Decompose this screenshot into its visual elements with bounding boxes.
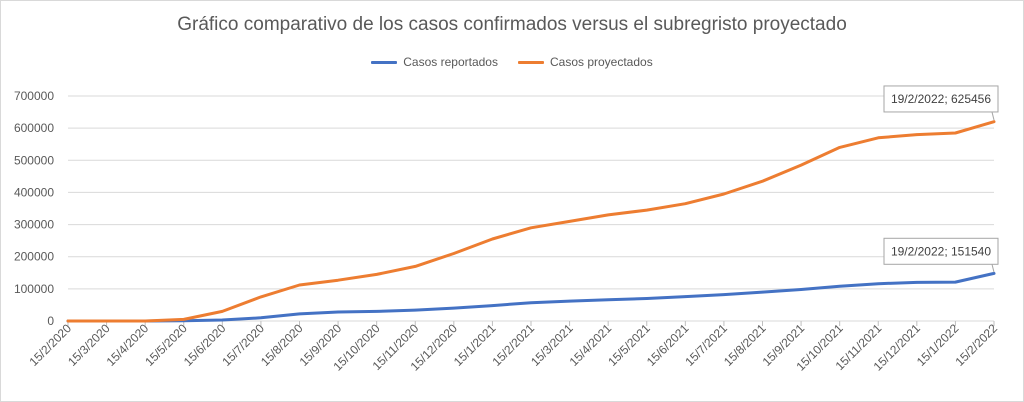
- data-point: [606, 213, 610, 217]
- data-point: [182, 318, 185, 321]
- legend-item-proyectados: Casos proyectados: [517, 55, 653, 69]
- data-point: [452, 252, 456, 255]
- data-point: [915, 133, 919, 136]
- data-point: [799, 163, 803, 167]
- data-point: [414, 265, 417, 268]
- callout-box: [883, 237, 999, 265]
- chart-title: Gráfico comparativo de los casos confirm…: [177, 14, 847, 35]
- data-point: [606, 298, 610, 301]
- y-tick-label: 700000: [14, 89, 54, 103]
- data-point: [375, 310, 378, 313]
- data-point: [915, 281, 919, 284]
- legend-label-reportados: Casos reportados: [403, 55, 498, 69]
- data-point: [259, 316, 263, 319]
- data-point: [221, 318, 224, 322]
- data-point: [414, 308, 417, 312]
- y-tick-label: 0: [47, 314, 54, 328]
- data-point: [568, 299, 571, 303]
- data-point: [799, 288, 803, 291]
- data-point: [877, 136, 880, 139]
- data-point: [684, 202, 687, 205]
- data-point: [298, 283, 301, 287]
- data-point: [645, 297, 648, 300]
- y-tick-label: 400000: [14, 185, 54, 199]
- data-point: [992, 272, 996, 275]
- data-point: [568, 220, 571, 223]
- data-point: [336, 310, 340, 314]
- data-point: [336, 278, 340, 282]
- data-point: [722, 192, 726, 196]
- callout-leader: [991, 264, 995, 273]
- x-tick-label: 15/2/2022: [952, 321, 1000, 369]
- data-point: [838, 146, 841, 149]
- y-tick-label: 500000: [14, 153, 54, 167]
- data-point: [529, 226, 533, 229]
- y-tick-label: 200000: [14, 250, 54, 264]
- chart-legend: Casos reportados Casos proyectados: [0, 55, 1024, 69]
- data-point: [491, 237, 494, 241]
- data-point: [529, 301, 533, 304]
- data-point: [452, 306, 456, 310]
- legend-label-proyectados: Casos proyectados: [549, 55, 653, 69]
- data-point: [954, 131, 957, 135]
- callout-label: 19/2/2022; 151540: [891, 244, 991, 258]
- data-point: [877, 282, 880, 285]
- y-tick-label: 100000: [14, 282, 54, 296]
- data-point: [143, 319, 147, 323]
- data-point: [491, 304, 494, 307]
- data-point: [992, 120, 996, 123]
- callout-label: 19/2/2022; 625456: [891, 92, 991, 106]
- data-point: [645, 208, 648, 212]
- data-point: [954, 280, 957, 284]
- data-point: [298, 312, 301, 316]
- data-point: [105, 319, 108, 323]
- y-tick-label: 300000: [14, 218, 54, 232]
- data-point: [221, 310, 224, 313]
- data-point: [761, 290, 764, 294]
- y-tick-label: 600000: [14, 121, 54, 135]
- data-point: [375, 273, 378, 276]
- data-point: [722, 293, 726, 296]
- data-point: [838, 285, 841, 288]
- data-point: [684, 295, 687, 298]
- data-point: [259, 295, 263, 299]
- legend-swatch-reportados: [371, 60, 398, 64]
- callout-box: [883, 85, 999, 113]
- legend-item-reportados: Casos reportados: [371, 55, 498, 69]
- data-point: [66, 319, 70, 323]
- callout-leader: [991, 111, 995, 121]
- legend-swatch-proyectados: [517, 60, 544, 64]
- series-line-1: [66, 120, 996, 323]
- data-point: [761, 179, 764, 183]
